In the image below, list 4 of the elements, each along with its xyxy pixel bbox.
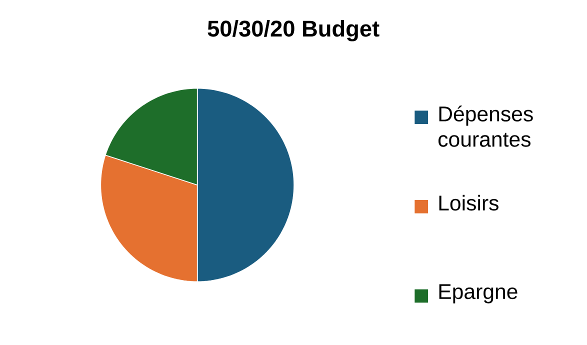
chart-title: 50/30/20 Budget <box>208 20 380 42</box>
legend-label: Loisirs <box>439 194 498 211</box>
legend-label: Epargne <box>439 284 518 304</box>
legend-label: Dépenses courantes <box>438 106 533 147</box>
